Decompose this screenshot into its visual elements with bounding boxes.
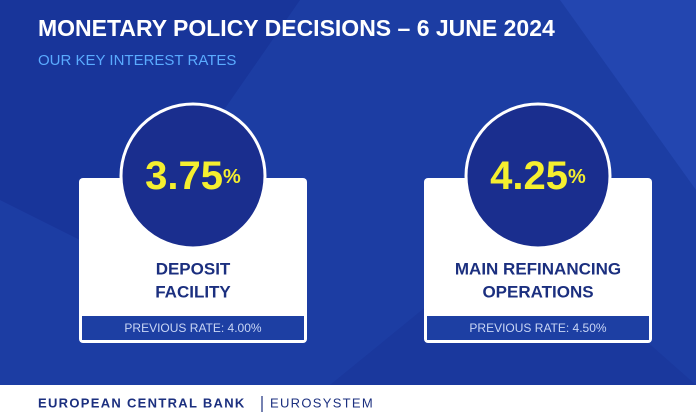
- rate-label: OPERATIONS: [482, 282, 593, 301]
- rate-value: 4.25: [490, 154, 568, 198]
- rate-circle: [464, 102, 612, 250]
- rate-card: PREVIOUS RATE: 4.50% 4.25% MAIN REFINANCIN…: [424, 102, 652, 343]
- rate-label: DEPOSIT: [156, 259, 231, 278]
- footer-band: [0, 385, 696, 418]
- footer-system: EUROSYSTEM: [270, 395, 374, 410]
- rate-label: MAIN REFINANCING: [455, 259, 621, 278]
- rate-unit: %: [223, 166, 241, 188]
- rate-circle: [119, 102, 267, 250]
- rate-unit: %: [568, 166, 586, 188]
- card-footer: [82, 316, 304, 340]
- rate-card: PREVIOUS RATE: 4.00% 3.75% DEPOSIT FACILITY: [79, 102, 307, 343]
- rate-text: 4.25%: [490, 154, 586, 198]
- rate-value: 3.75: [145, 154, 223, 198]
- previous-rate: PREVIOUS RATE: 4.50%: [469, 321, 606, 335]
- subtitle: OUR KEY INTEREST RATES: [38, 52, 236, 69]
- footer-name: EUROPEAN CENTRAL BANK: [38, 395, 246, 410]
- rate-label: FACILITY: [155, 282, 231, 301]
- previous-rate: PREVIOUS RATE: 4.00%: [124, 321, 261, 335]
- title: MONETARY POLICY DECISIONS – 6 JUNE 2024: [38, 15, 555, 41]
- bg-shape: [560, 0, 696, 190]
- rate-text: 3.75%: [145, 154, 241, 198]
- card-footer: [427, 316, 649, 340]
